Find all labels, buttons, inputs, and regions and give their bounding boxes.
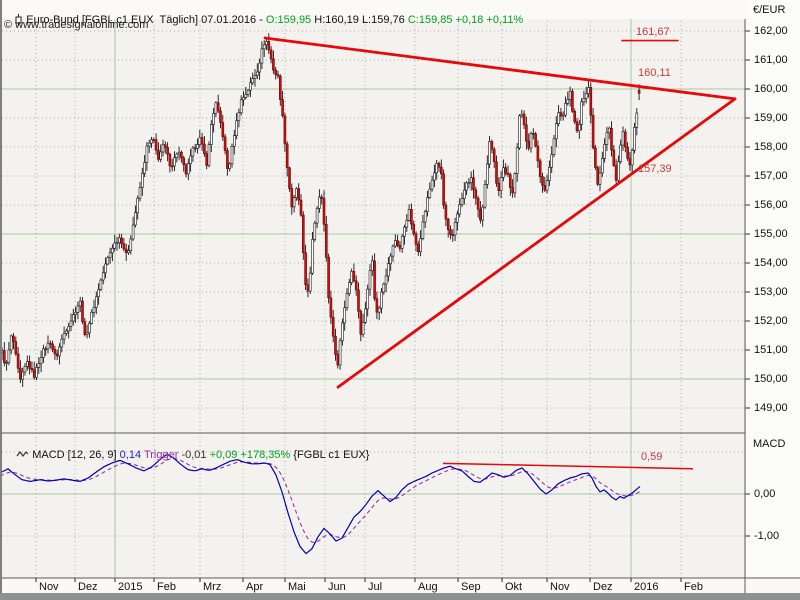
price-chart-plot-area[interactable] [2,17,746,433]
macd-change: +0,09 +178,35% [206,449,291,461]
macd-value: 0,14 [119,449,142,461]
macd-symbol: {FGBL c1 EUX} [290,449,370,461]
title-close-change: C:159,85 +0,18 +0,11% [407,14,524,26]
title-open-value: O:159,95 [265,14,312,26]
candlestick-chart-icon [14,14,23,29]
title-high-low: H:160,19 L:159,76 [311,14,408,26]
window-left-border [0,0,2,600]
title-instrument: Euro-Bund [FGBL c1 EUX Täglich] 07.01.20… [26,14,266,26]
indicator-line-icon [16,450,29,462]
chart-title-bar: Euro-Bund [FGBL c1 EUX Täglich] 07.01.20… [2,0,746,26]
horizontal-scrollbar-track[interactable] [0,593,800,600]
macd-trigger-word: Trigger [141,449,182,461]
value-axis-gutter [746,0,800,593]
macd-legend-row: MACD [12, 26, 9] 0,14 Trigger -0,01 +0,0… [4,437,369,474]
macd-trigger-value: -0,01 [181,449,207,461]
macd-name: MACD [12, 26, 9] [32,449,120,461]
